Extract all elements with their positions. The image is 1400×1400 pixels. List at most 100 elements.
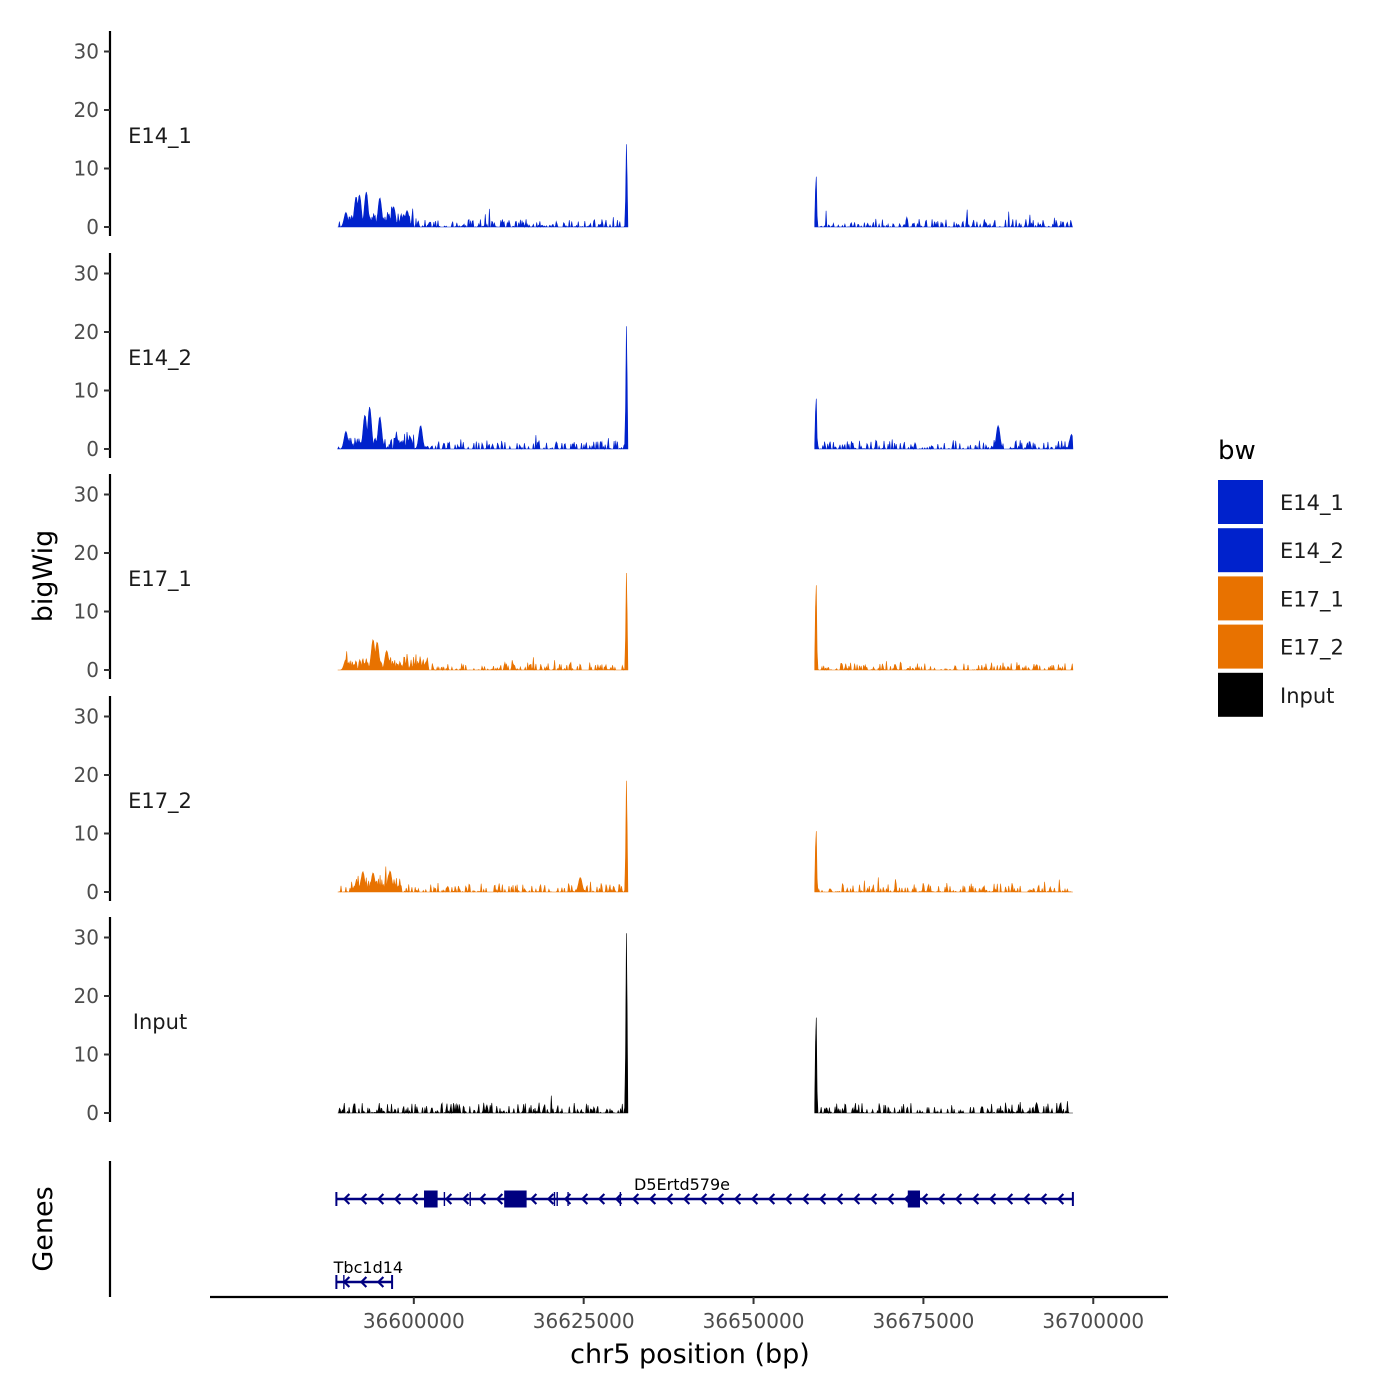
x-tick-label: 36650000	[703, 1309, 805, 1333]
y-tick-label: 20	[74, 320, 99, 344]
strand-arrow	[784, 1193, 793, 1205]
strand-arrow	[529, 1193, 538, 1205]
track-label-E17_2: E17_2	[128, 789, 192, 814]
y-tick-label: 30	[74, 262, 99, 286]
gene-D5Ertd579e: D5Ertd579e	[335, 1175, 1074, 1208]
strand-arrow	[801, 1193, 810, 1205]
strand-arrow	[359, 1193, 368, 1205]
x-tick-label: 36675000	[873, 1309, 975, 1333]
coverage-area	[337, 780, 629, 894]
track-E17_2: 0 10 20 30 E17_2	[74, 696, 1073, 904]
strand-arrow	[716, 1193, 725, 1205]
legend-label-Input: Input	[1280, 684, 1334, 708]
y-tick-label: 0	[86, 880, 99, 904]
y-tick-label: 10	[74, 379, 99, 403]
legend-label-E14_2: E14_2	[1280, 539, 1344, 564]
coverage-tracks: 0 10 20 30 E14_1 0 10 20 30 E14_2 0 10 20 30 E17_1 0 10 2…	[74, 31, 1074, 1125]
coverage-area	[337, 144, 629, 229]
strand-arrow	[648, 1193, 657, 1205]
legend-swatch-E14_2	[1218, 528, 1263, 573]
y-tick-label: 30	[74, 40, 99, 64]
track-label-Input: Input	[133, 1010, 187, 1034]
coverage-area	[337, 933, 629, 1115]
track-Input: 0 10 20 30 Input	[74, 917, 1073, 1125]
strand-arrow	[410, 1193, 419, 1205]
y-tick-label: 20	[74, 763, 99, 787]
gene-Tbc1d14: Tbc1d14	[333, 1258, 403, 1289]
legend-label-E14_1: E14_1	[1280, 491, 1344, 516]
strand-arrow	[631, 1193, 640, 1205]
exon-box	[907, 1190, 921, 1208]
strand-arrow	[971, 1193, 980, 1205]
strand-arrow	[597, 1193, 606, 1205]
y-tick-label: 20	[74, 984, 99, 1008]
strand-arrow	[478, 1193, 487, 1205]
x-tick-label: 36625000	[533, 1309, 635, 1333]
coverage-area	[814, 176, 1073, 229]
strand-arrow	[682, 1193, 691, 1205]
x-tick-label: 36700000	[1042, 1309, 1144, 1333]
strand-arrow	[376, 1276, 385, 1288]
strand-arrow	[920, 1193, 929, 1205]
strand-arrow	[699, 1193, 708, 1205]
strand-arrow	[546, 1193, 555, 1205]
coverage-area	[814, 831, 1073, 894]
strand-arrow	[1022, 1193, 1031, 1205]
strand-arrow	[750, 1193, 759, 1205]
strand-arrow	[886, 1193, 895, 1205]
genes-axis-title: Genes	[28, 1186, 59, 1271]
y-tick-label: 0	[86, 437, 99, 461]
strand-arrow	[665, 1193, 674, 1205]
strand-arrow	[988, 1193, 997, 1205]
legend-swatch-E17_1	[1218, 576, 1263, 621]
coverage-area	[814, 585, 1074, 672]
legend-label-E17_1: E17_1	[1280, 587, 1344, 612]
strand-arrow	[937, 1193, 946, 1205]
track-E14_1: 0 10 20 30 E14_1	[74, 31, 1073, 239]
legend-label-E17_2: E17_2	[1280, 636, 1344, 661]
strand-arrow	[359, 1276, 368, 1288]
legend-swatch-E17_2	[1218, 624, 1263, 669]
y-tick-label: 0	[86, 215, 99, 239]
coverage-area	[814, 1017, 1073, 1115]
track-E14_2: 0 10 20 30 E14_2	[74, 253, 1074, 461]
strand-arrow	[733, 1193, 742, 1205]
y-tick-label: 30	[74, 705, 99, 729]
y-tick-label: 0	[86, 1101, 99, 1125]
track-label-E14_2: E14_2	[128, 346, 192, 371]
y-tick-label: 10	[74, 822, 99, 846]
legend-swatch-Input	[1218, 672, 1263, 717]
y-tick-label: 30	[74, 483, 99, 507]
strand-arrow	[495, 1193, 504, 1205]
coverage-area	[337, 572, 629, 672]
legend: bw E14_1 E14_2 E17_1 E17_2 Input	[1218, 436, 1344, 717]
y-tick-label: 20	[74, 541, 99, 565]
strand-arrow	[818, 1193, 827, 1205]
exon-box	[504, 1190, 527, 1208]
coverage-area	[337, 326, 629, 451]
strand-arrow	[393, 1193, 402, 1205]
y-tick-label: 10	[74, 1043, 99, 1067]
y-tick-label: 0	[86, 658, 99, 682]
y-tick-label: 20	[74, 98, 99, 122]
strand-arrow	[580, 1193, 589, 1205]
strand-arrow	[376, 1193, 385, 1205]
track-E17_1: 0 10 20 30 E17_1	[74, 474, 1074, 682]
strand-arrow	[1039, 1193, 1048, 1205]
y-axis-title: bigWig	[28, 530, 59, 623]
strand-arrow	[1056, 1193, 1065, 1205]
coverage-area	[814, 398, 1074, 451]
gene-track: D5Ertd579e Tbc1d14	[108, 1161, 1074, 1297]
strand-arrow	[767, 1193, 776, 1205]
strand-arrow	[444, 1193, 453, 1205]
x-axis: 36600000 36625000 36650000 36675000 36700000	[210, 1295, 1168, 1333]
gene-label: D5Ertd579e	[634, 1175, 730, 1194]
gene-label: Tbc1d14	[333, 1258, 403, 1277]
x-tick-label: 36600000	[363, 1309, 465, 1333]
strand-arrow	[869, 1193, 878, 1205]
legend-title: bw	[1218, 436, 1256, 466]
track-label-E17_1: E17_1	[128, 567, 192, 592]
exon-box	[424, 1190, 438, 1208]
strand-arrow	[954, 1193, 963, 1205]
